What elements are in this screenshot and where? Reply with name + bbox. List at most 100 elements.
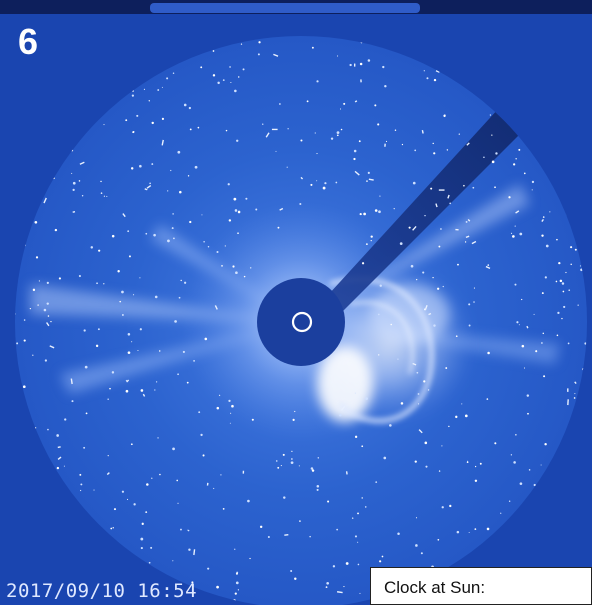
star	[125, 389, 129, 393]
star	[337, 591, 343, 594]
star	[109, 387, 111, 390]
star	[385, 140, 388, 143]
star	[111, 234, 115, 238]
star	[494, 186, 496, 189]
star	[46, 302, 49, 305]
star	[131, 94, 134, 97]
star	[467, 218, 471, 222]
star	[361, 445, 364, 448]
star	[555, 280, 558, 283]
star	[446, 149, 449, 151]
star	[161, 139, 164, 146]
image-timestamp: 2017/09/10 16:54	[6, 580, 198, 602]
star	[416, 371, 419, 374]
star	[368, 178, 374, 181]
star	[291, 458, 293, 460]
star	[287, 128, 289, 130]
star	[531, 189, 533, 191]
star	[176, 479, 178, 482]
star	[80, 483, 83, 486]
star	[343, 102, 346, 105]
star	[72, 188, 75, 192]
star	[235, 271, 238, 275]
star	[316, 484, 320, 488]
star	[232, 265, 235, 268]
star	[177, 502, 179, 504]
star	[146, 483, 149, 486]
star	[523, 172, 526, 175]
clock-label: Clock at Sun:	[384, 578, 486, 597]
star	[217, 81, 220, 85]
star	[424, 304, 428, 311]
star	[179, 190, 182, 194]
star	[79, 473, 82, 476]
star	[549, 211, 551, 213]
star	[309, 535, 311, 538]
star	[155, 381, 158, 383]
star	[71, 172, 73, 174]
star	[121, 490, 125, 493]
star	[180, 528, 182, 531]
star	[221, 265, 223, 267]
star	[245, 197, 248, 200]
star	[456, 530, 460, 534]
star	[467, 460, 469, 462]
star	[137, 349, 139, 351]
star	[15, 312, 16, 316]
star	[366, 180, 368, 182]
occulting-disk	[257, 278, 345, 366]
star	[247, 499, 250, 503]
star	[370, 240, 372, 242]
star	[345, 562, 349, 565]
star	[23, 339, 26, 342]
star	[172, 237, 175, 240]
star	[354, 170, 360, 176]
star	[417, 393, 420, 395]
star	[377, 123, 380, 126]
star	[412, 225, 417, 231]
star	[474, 479, 478, 482]
star	[358, 140, 361, 143]
star	[139, 277, 141, 279]
star	[412, 181, 416, 185]
star	[290, 461, 294, 465]
occulter-pylon	[318, 96, 540, 316]
star	[518, 324, 520, 326]
star	[463, 184, 465, 187]
star	[197, 126, 200, 129]
star	[54, 228, 58, 232]
star	[485, 265, 491, 270]
star	[435, 203, 438, 208]
star	[212, 74, 216, 77]
star	[337, 55, 339, 57]
star	[103, 124, 105, 126]
star	[378, 210, 381, 214]
star	[57, 446, 61, 449]
star	[146, 184, 152, 189]
star	[237, 210, 241, 214]
star	[426, 77, 429, 80]
star	[158, 350, 161, 352]
star	[23, 319, 26, 321]
star	[430, 187, 433, 190]
star	[151, 121, 154, 125]
star	[16, 342, 19, 345]
star	[433, 152, 436, 155]
star	[151, 163, 154, 166]
star	[22, 385, 26, 389]
star	[283, 496, 286, 499]
star	[340, 405, 346, 411]
star	[298, 465, 300, 467]
star	[107, 455, 109, 457]
star	[81, 194, 84, 197]
star	[234, 592, 237, 595]
star	[421, 130, 424, 134]
star	[545, 244, 549, 248]
star	[514, 283, 517, 286]
star	[159, 473, 161, 476]
star	[325, 586, 328, 588]
star	[224, 245, 226, 247]
star	[132, 90, 134, 92]
star	[265, 132, 270, 138]
star	[432, 142, 434, 145]
